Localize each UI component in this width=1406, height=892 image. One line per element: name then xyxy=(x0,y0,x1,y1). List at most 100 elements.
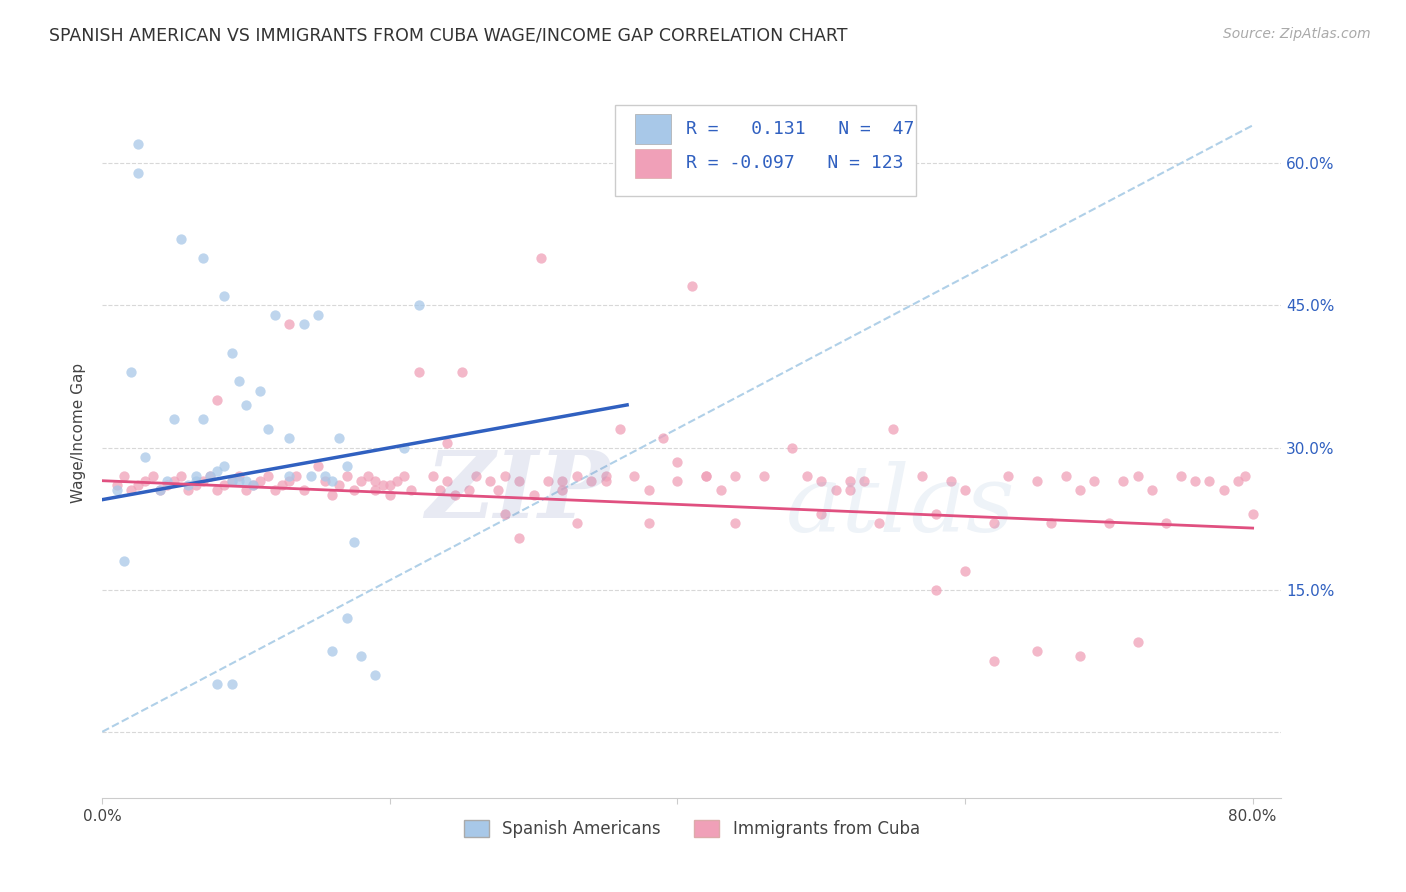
Point xyxy=(1069,648,1091,663)
Point xyxy=(637,483,659,498)
Point xyxy=(191,251,214,265)
Point xyxy=(127,137,149,152)
Point xyxy=(681,279,703,293)
Point xyxy=(508,531,530,545)
Point xyxy=(839,474,862,488)
Point xyxy=(105,478,128,492)
Point xyxy=(184,474,207,488)
Text: R =   0.131   N =  47: R = 0.131 N = 47 xyxy=(686,120,914,138)
Bar xyxy=(636,149,671,178)
Point xyxy=(278,318,301,332)
Point xyxy=(364,668,387,682)
Point xyxy=(401,483,423,498)
Point xyxy=(321,474,343,488)
Point xyxy=(436,435,458,450)
Point xyxy=(1170,469,1192,483)
Point xyxy=(120,365,142,379)
Point xyxy=(429,483,451,498)
Point xyxy=(839,483,862,498)
Point xyxy=(392,441,415,455)
Text: R = -0.097   N = 123: R = -0.097 N = 123 xyxy=(686,154,904,172)
Point xyxy=(392,469,415,483)
Point xyxy=(1156,516,1178,531)
Point xyxy=(336,469,359,483)
Point xyxy=(214,459,236,474)
Point xyxy=(249,384,271,398)
Point xyxy=(336,459,359,474)
Point xyxy=(357,469,380,483)
FancyBboxPatch shape xyxy=(616,105,915,196)
Point xyxy=(925,582,948,597)
Point xyxy=(163,474,186,488)
Point xyxy=(796,469,818,483)
Point xyxy=(422,469,444,483)
Point xyxy=(436,474,458,488)
Y-axis label: Wage/Income Gap: Wage/Income Gap xyxy=(72,363,86,503)
Point xyxy=(695,469,717,483)
Point xyxy=(278,474,301,488)
Point xyxy=(385,474,408,488)
Text: atlas: atlas xyxy=(786,461,1015,551)
Point xyxy=(350,474,373,488)
Point xyxy=(810,507,832,521)
Point xyxy=(1112,474,1135,488)
Point xyxy=(609,421,631,435)
Point xyxy=(537,474,560,488)
Point xyxy=(983,516,1005,531)
Point xyxy=(1126,634,1149,648)
Point xyxy=(595,469,617,483)
Point xyxy=(307,308,329,322)
Point xyxy=(314,469,336,483)
Point xyxy=(207,677,229,691)
Point xyxy=(551,483,574,498)
Point xyxy=(1054,469,1077,483)
Point xyxy=(378,478,401,492)
Point xyxy=(221,677,243,691)
Point xyxy=(149,483,172,498)
Point xyxy=(235,398,257,412)
Point xyxy=(207,393,229,408)
Point xyxy=(256,469,278,483)
Point xyxy=(523,488,546,502)
Point xyxy=(242,478,264,492)
Point xyxy=(221,346,243,360)
Point xyxy=(1140,483,1163,498)
Point xyxy=(214,289,236,303)
Point xyxy=(336,611,359,625)
Point xyxy=(752,469,775,483)
Point xyxy=(191,474,214,488)
Point xyxy=(1198,474,1220,488)
Point xyxy=(530,251,553,265)
Point xyxy=(127,478,149,492)
Point xyxy=(177,483,200,498)
Point xyxy=(953,483,976,498)
Point xyxy=(997,469,1019,483)
Point xyxy=(256,421,278,435)
Point xyxy=(868,516,890,531)
Point xyxy=(112,554,135,568)
Point xyxy=(479,474,502,488)
Point xyxy=(1126,469,1149,483)
Point xyxy=(450,365,472,379)
Point xyxy=(666,455,689,469)
Point xyxy=(408,365,430,379)
Point xyxy=(724,469,747,483)
Point xyxy=(235,474,257,488)
Text: SPANISH AMERICAN VS IMMIGRANTS FROM CUBA WAGE/INCOME GAP CORRELATION CHART: SPANISH AMERICAN VS IMMIGRANTS FROM CUBA… xyxy=(49,27,848,45)
Point xyxy=(292,318,315,332)
Point xyxy=(1227,474,1250,488)
Point xyxy=(170,469,193,483)
Point xyxy=(364,474,387,488)
Point xyxy=(134,474,156,488)
Point xyxy=(350,648,373,663)
Point xyxy=(299,469,322,483)
Point xyxy=(343,483,366,498)
Point xyxy=(141,469,163,483)
Point xyxy=(207,483,229,498)
Point xyxy=(882,421,904,435)
Point xyxy=(695,469,717,483)
Point xyxy=(228,374,250,388)
Point xyxy=(853,474,876,488)
Point xyxy=(408,298,430,312)
Point xyxy=(127,166,149,180)
